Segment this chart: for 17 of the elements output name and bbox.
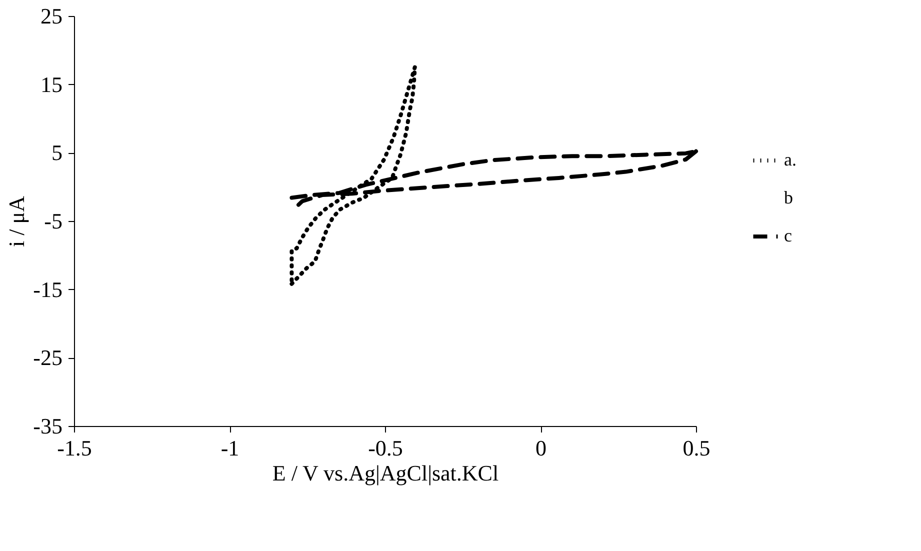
y-tick-label: -15 (33, 276, 62, 302)
y-tick-label: 15 (40, 72, 62, 97)
text: b (784, 188, 793, 208)
y-tick-label: -35 (33, 414, 62, 438)
x-tick-label: 0.5 (682, 436, 710, 460)
legend-label: c (784, 226, 792, 246)
y-tick-label: 5 (52, 140, 62, 166)
y-tick-label: -5 (44, 208, 62, 234)
y-tick-label: -25 (33, 345, 62, 370)
x-tick-label: -1.5 (57, 436, 92, 460)
x-tick-label: -1 (220, 436, 240, 460)
legend-label: a. (784, 150, 796, 170)
y-tick-label: 25 (40, 4, 62, 28)
x-tick-label: -0.5 (368, 436, 403, 460)
x-tick-label: 0 (536, 436, 546, 460)
y-axis-title: i / μA (4, 196, 30, 247)
x-axis-title: E / V vs.Ag|AgCl|sat.KCl (272, 460, 499, 486)
